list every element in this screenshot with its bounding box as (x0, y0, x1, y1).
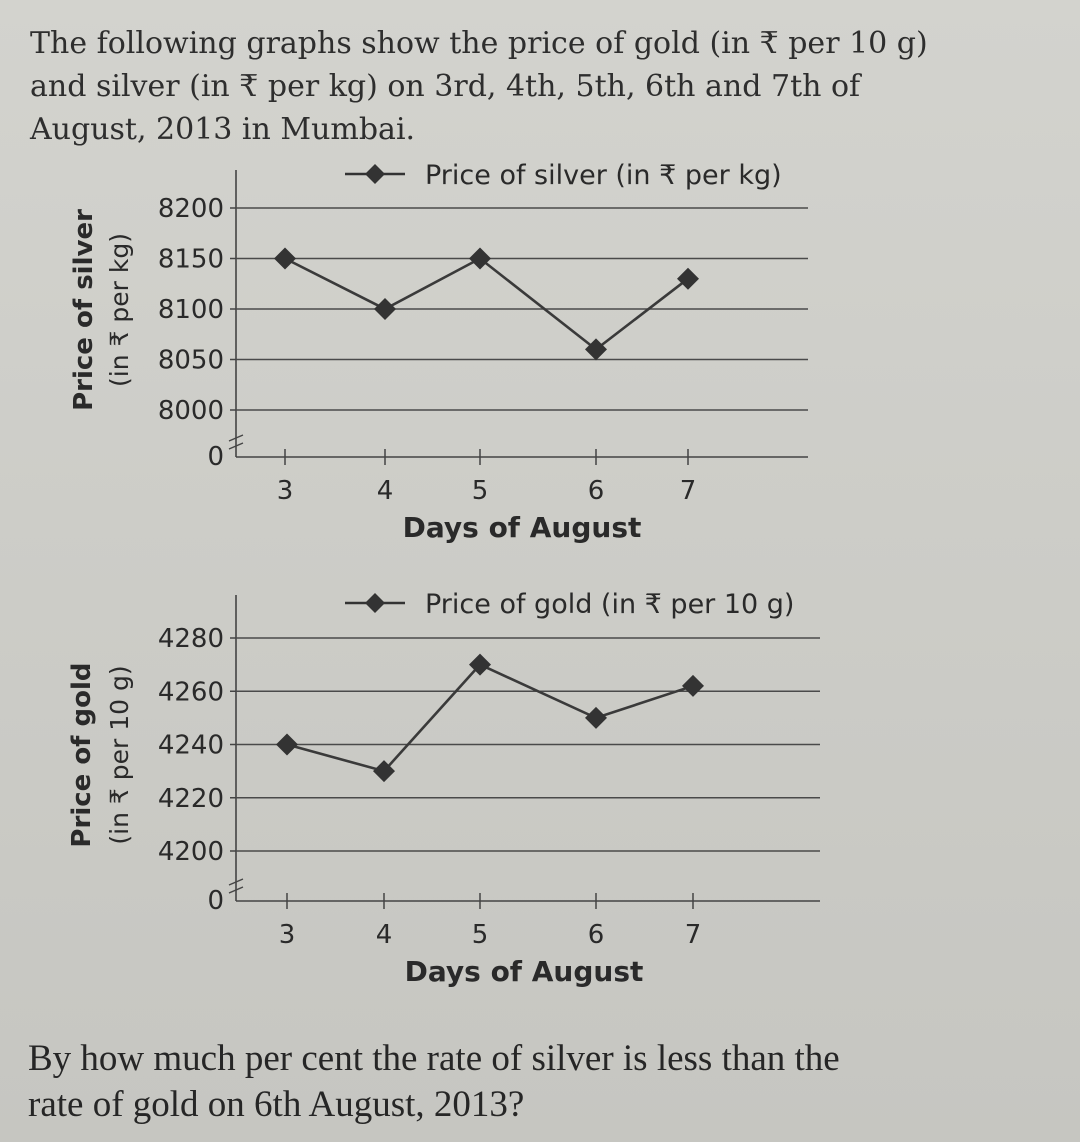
data-point-marker (585, 338, 607, 361)
y-tick-label: 4220 (158, 784, 224, 814)
x-tick-label: 6 (588, 476, 605, 506)
y-tick-label: 4260 (158, 677, 224, 707)
y-tick-label: 8050 (158, 346, 224, 376)
data-point-marker (276, 733, 298, 756)
gold-price-chart: 4200 4220 4240 4260 4280 0 3 4 5 6 7 Days of August… (67, 589, 820, 988)
x-tick-label: 6 (588, 920, 605, 950)
y-tick-label: 8200 (158, 194, 224, 224)
legend-diamond-marker (365, 164, 385, 184)
intro-line: August, 2013 in Mumbai. (30, 112, 416, 147)
axis-break-mark (228, 434, 244, 450)
intro-line: and silver (in ₹ per kg) on 3rd, 4th, 5t… (30, 69, 861, 104)
x-tick-label: 5 (472, 920, 489, 950)
y-tick-label: 4240 (158, 731, 224, 761)
x-tick-label: 7 (685, 920, 702, 950)
question-line: By how much per cent the rate of silver … (28, 1038, 840, 1079)
y-tick-label: 8100 (158, 295, 224, 325)
x-tick-label: 5 (472, 476, 489, 506)
intro-paragraph: The following graphs show the price of g… (30, 22, 960, 151)
legend-label: Price of gold (in ₹ per 10 g) (425, 589, 794, 620)
legend-label: Price of silver (in ₹ per kg) (425, 160, 782, 191)
series-line (284, 256, 689, 352)
data-point-marker (274, 247, 296, 270)
y-axis-unit-label: (in ₹ per kg) (105, 233, 134, 387)
x-tick-label: 3 (279, 920, 296, 950)
silver-price-chart: 8000 8050 8100 8150 8200 0 3 4 5 6 7 Days of August… (69, 160, 808, 544)
data-point-marker (682, 674, 704, 697)
y-tick-label: 0 (207, 886, 224, 916)
y-tick-label: 8150 (158, 245, 224, 275)
data-point-marker (585, 706, 607, 729)
data-point-marker (469, 653, 491, 676)
intro-line: The following graphs show the price of g… (30, 26, 928, 61)
y-tick-label: 4280 (158, 624, 224, 654)
x-tick-label: 3 (277, 476, 294, 506)
data-point-marker (374, 298, 396, 320)
data-point-marker (677, 267, 699, 290)
y-axis-label: Price of silver (69, 209, 99, 411)
series-line (286, 663, 694, 773)
data-point-marker (469, 247, 491, 270)
y-tick-label: 4200 (158, 837, 224, 867)
y-tick-label: 8000 (158, 396, 224, 426)
axis-break-mark (228, 878, 244, 894)
x-tick-label: 4 (376, 920, 393, 950)
question-text: By how much per cent the rate of silver … (28, 1036, 1028, 1128)
data-point-marker (373, 760, 395, 783)
question-line: rate of gold on 6th August, 2013? (28, 1084, 525, 1125)
x-tick-label: 4 (377, 476, 394, 506)
x-axis-label: Days of August (403, 511, 642, 544)
y-axis-unit-label: (in ₹ per 10 g) (105, 665, 134, 844)
x-tick-label: 7 (680, 476, 697, 506)
legend-diamond-marker (365, 593, 385, 613)
x-axis-label: Days of August (405, 955, 644, 988)
y-axis-label: Price of gold (67, 662, 97, 847)
y-tick-label: 0 (207, 442, 224, 472)
